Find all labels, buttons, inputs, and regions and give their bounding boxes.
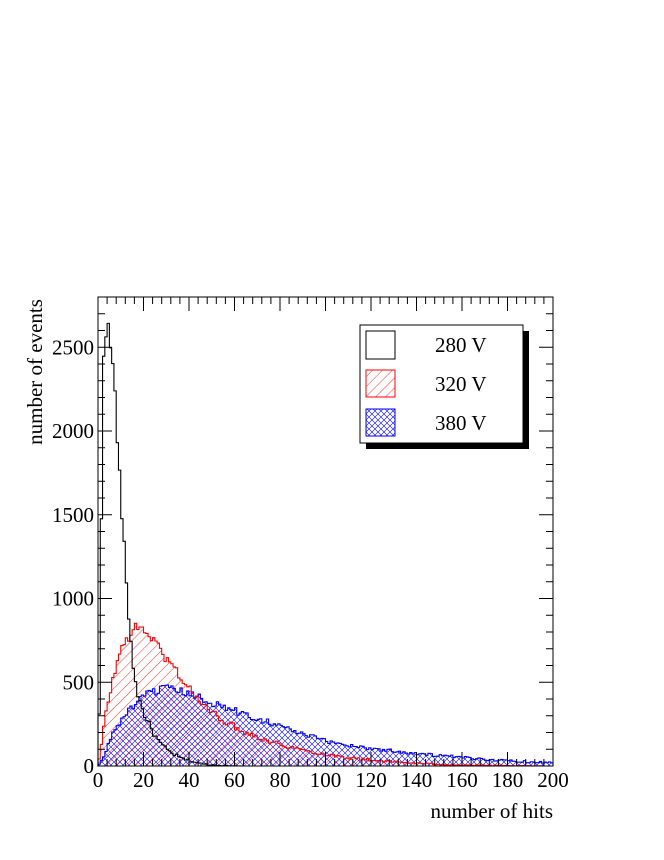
legend-swatch-320v (365, 369, 396, 398)
x-tick-label: 100 (310, 768, 342, 792)
x-tick-label: 80 (270, 768, 291, 792)
legend-swatch-380v (365, 408, 396, 437)
x-tick-label: 40 (179, 768, 200, 792)
y-tick-label: 1500 (52, 503, 94, 527)
x-tick-label: 160 (446, 768, 478, 792)
x-axis-label: number of hits (431, 799, 553, 823)
legend-label-280v: 280 V (435, 333, 487, 357)
legend: 280 V 320 V 380 V (359, 324, 529, 449)
x-tick-label: 20 (133, 768, 154, 792)
y-tick-label: 500 (63, 670, 95, 694)
legend-label-380v: 380 V (435, 411, 487, 435)
histogram-series-380v (97, 684, 554, 767)
x-tick-label: 140 (401, 768, 433, 792)
x-tick-label: 120 (355, 768, 387, 792)
legend-swatch-280v (365, 330, 396, 360)
y-tick-label: 1000 (52, 587, 94, 611)
x-tick-label: 60 (224, 768, 245, 792)
x-tick-label: 180 (492, 768, 524, 792)
x-tick-label: 0 (93, 768, 104, 792)
x-tick-label: 200 (537, 768, 569, 792)
legend-label-320v: 320 V (435, 372, 487, 396)
y-axis-label: number of events (23, 299, 47, 445)
y-tick-label: 2000 (52, 419, 94, 443)
y-tick-label: 2500 (52, 335, 94, 359)
histogram-fill-320v (98, 623, 553, 766)
y-tick-label: 0 (84, 754, 95, 778)
